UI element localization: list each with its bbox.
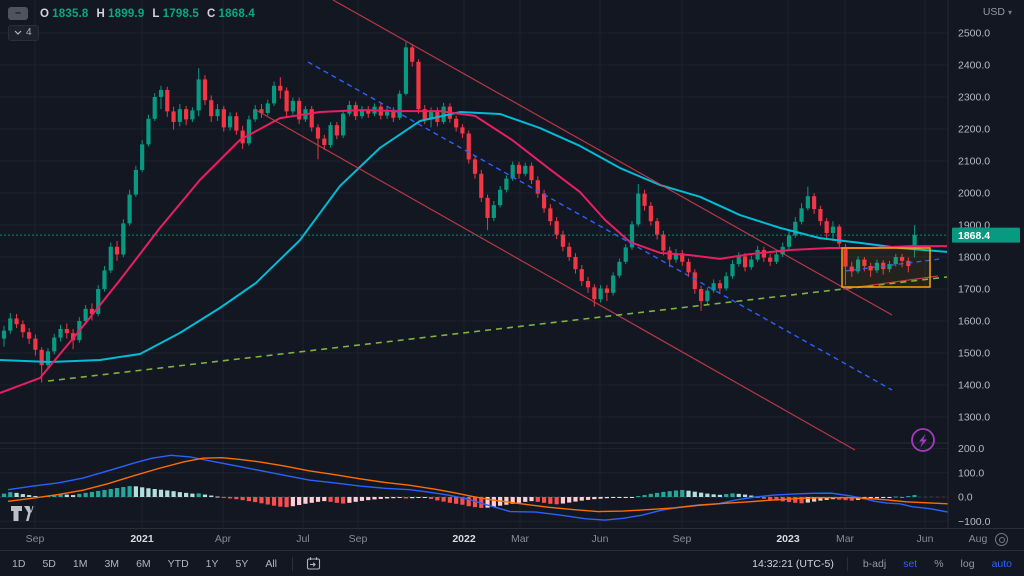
badj-toggle[interactable]: b-adj [862,557,887,570]
range-YTD[interactable]: YTD [167,557,189,570]
indicators-collapse-button[interactable]: 4 [8,25,39,41]
svg-text:2100.0: 2100.0 [958,156,990,168]
time-label-Jun: Jun [916,533,934,545]
go-to-date-button[interactable] [306,556,321,571]
svg-text:100.0: 100.0 [958,467,984,479]
tradingview-logo[interactable] [11,506,34,521]
last-price-badge: 1868.4 [952,227,1020,243]
svg-text:2200.0: 2200.0 [958,124,990,136]
open-label: O [40,7,50,20]
log-toggle[interactable]: log [960,557,975,570]
close-label: C [207,7,216,20]
range-1Y[interactable]: 1Y [205,557,219,570]
open-value: 1835.8 [52,7,89,20]
realtime-icon [998,536,1005,543]
price-axis[interactable]: 2500.02400.02300.02200.02100.02000.01900… [952,28,1020,528]
svg-text:2300.0: 2300.0 [958,92,990,104]
range-1M[interactable]: 1M [72,557,88,570]
lightning-trade-button[interactable] [911,428,935,452]
low-value: 1798.5 [162,7,200,20]
svg-text:1500.0: 1500.0 [958,348,990,360]
svg-text:200.0: 200.0 [958,443,984,455]
high-value: 1899.9 [108,7,145,20]
close-value: 1868.4 [218,7,255,20]
blue-dashed-short-trendline [844,258,941,272]
price-axis-currency-select[interactable]: USD ▾ [983,6,1012,18]
go-to-realtime-button[interactable] [995,533,1008,546]
trendline-drawings [47,0,948,451]
clock-readout: 14:32:21 (UTC-5) [752,557,834,570]
set-button[interactable]: set [903,557,918,570]
calendar-arrow-icon [306,557,321,570]
range-6M[interactable]: 6M [136,557,151,570]
ma-slow-cyan [0,111,948,363]
chart-canvas[interactable]: 2500.02400.02300.02200.02100.02000.01900… [0,0,1024,528]
lightning-icon [919,434,927,448]
high-label: H [96,7,106,20]
svg-text:2000.0: 2000.0 [958,188,990,200]
indicators-count: 4 [26,27,32,38]
toolbar-divider [292,556,294,571]
time-label-Mar: Mar [835,533,855,545]
toolbar-right-group: 14:32:21 (UTC-5) b-adj set % log auto [752,556,1014,572]
time-label-Jun: Jun [591,533,609,545]
legend-collapse-button[interactable]: – [8,7,28,20]
range-5Y[interactable]: 5Y [235,557,249,570]
minus-icon: – [14,7,22,19]
time-label-Apr: Apr [214,533,232,545]
time-label-Sep: Sep [25,533,45,545]
currency-label: USD [982,6,1005,18]
percent-toggle[interactable]: % [934,557,944,570]
svg-text:1600.0: 1600.0 [958,316,990,328]
time-label-2021: 2021 [130,533,154,545]
bottom-toolbar: 1D 5D 1M 3M 6M YTD 1Y 5Y All 14:32:21 (UTC-5) b-… [0,550,1024,576]
date-range-group: 1D 5D 1M 3M 6M YTD 1Y 5Y All [10,556,321,572]
time-label-Jul: Jul [296,533,310,545]
auto-toggle[interactable]: auto [991,557,1012,570]
macd-indicator [1,454,949,521]
ma-fast-pink [0,109,947,394]
svg-text:1800.0: 1800.0 [958,252,990,264]
svg-text:−100.0: −100.0 [958,516,991,528]
red-lower-trendline [255,109,856,451]
time-label-Aug: Aug [968,533,988,545]
svg-text:2400.0: 2400.0 [958,60,990,72]
chevron-down-icon: ▾ [1007,7,1012,17]
time-label-2023: 2023 [776,533,800,545]
svg-text:1700.0: 1700.0 [958,284,990,296]
svg-text:1300.0: 1300.0 [958,412,990,424]
svg-text:1868.4: 1868.4 [958,230,990,242]
time-label-Sep: Sep [672,533,692,545]
svg-text:2500.0: 2500.0 [958,28,990,40]
range-3M[interactable]: 3M [104,557,120,570]
chevron-down-icon [14,30,22,35]
svg-text:1400.0: 1400.0 [958,380,990,392]
range-1D[interactable]: 1D [12,557,26,570]
range-All[interactable]: All [265,557,278,570]
svg-text:0.0: 0.0 [958,492,973,504]
green-dashed-trendline [47,276,948,382]
blue-dashed-trendline [307,61,893,391]
moving-averages [0,109,948,394]
toolbar-divider [846,556,848,571]
low-label: L [152,7,160,20]
orange-highlight-box[interactable] [841,247,931,288]
time-label-Sep: Sep [348,533,368,545]
ohlc-values: O 1835.8 H 1899.9 L 1798.5 C 1868.4 [38,8,255,20]
time-axis[interactable]: Sep 2021 Apr Jul Sep 2022 Mar Jun Sep 2023 Mar Jun A… [0,528,1024,551]
time-label-Mar: Mar [510,533,530,545]
symbol-legend: – O 1835.8 H 1899.9 L 1798.5 C 1868.4 [8,7,255,20]
time-label-2022: 2022 [452,533,476,545]
red-upper-trendline [332,0,893,316]
range-5D[interactable]: 5D [42,557,56,570]
